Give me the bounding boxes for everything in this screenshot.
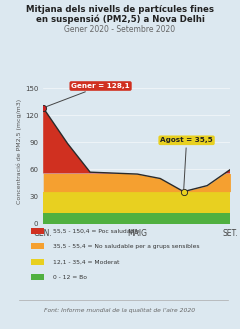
Y-axis label: Concentració de PM2,5 (mcg/m3): Concentració de PM2,5 (mcg/m3) (17, 99, 22, 204)
Text: 35,5 - 55,4 = No saludable per a grups sensibles: 35,5 - 55,4 = No saludable per a grups s… (53, 244, 199, 249)
Text: Mitjana dels nivells de partícules fines: Mitjana dels nivells de partícules fines (26, 5, 214, 14)
Text: Agost = 35,5: Agost = 35,5 (160, 137, 213, 189)
Text: en suspensió (PM2,5) a Nova Delhi: en suspensió (PM2,5) a Nova Delhi (36, 15, 204, 24)
Text: 0 - 12 = Bo: 0 - 12 = Bo (53, 275, 87, 280)
Text: Gener 2020 - Setembre 2020: Gener 2020 - Setembre 2020 (64, 25, 176, 34)
Text: 12,1 - 35,4 = Moderat: 12,1 - 35,4 = Moderat (53, 259, 119, 265)
Text: 55,5 - 150,4 = Poc saludable: 55,5 - 150,4 = Poc saludable (53, 228, 139, 234)
Text: Gener = 128,1: Gener = 128,1 (46, 83, 130, 107)
Text: Font: Informe mundial de la qualitat de l’aire 2020: Font: Informe mundial de la qualitat de … (44, 308, 196, 314)
